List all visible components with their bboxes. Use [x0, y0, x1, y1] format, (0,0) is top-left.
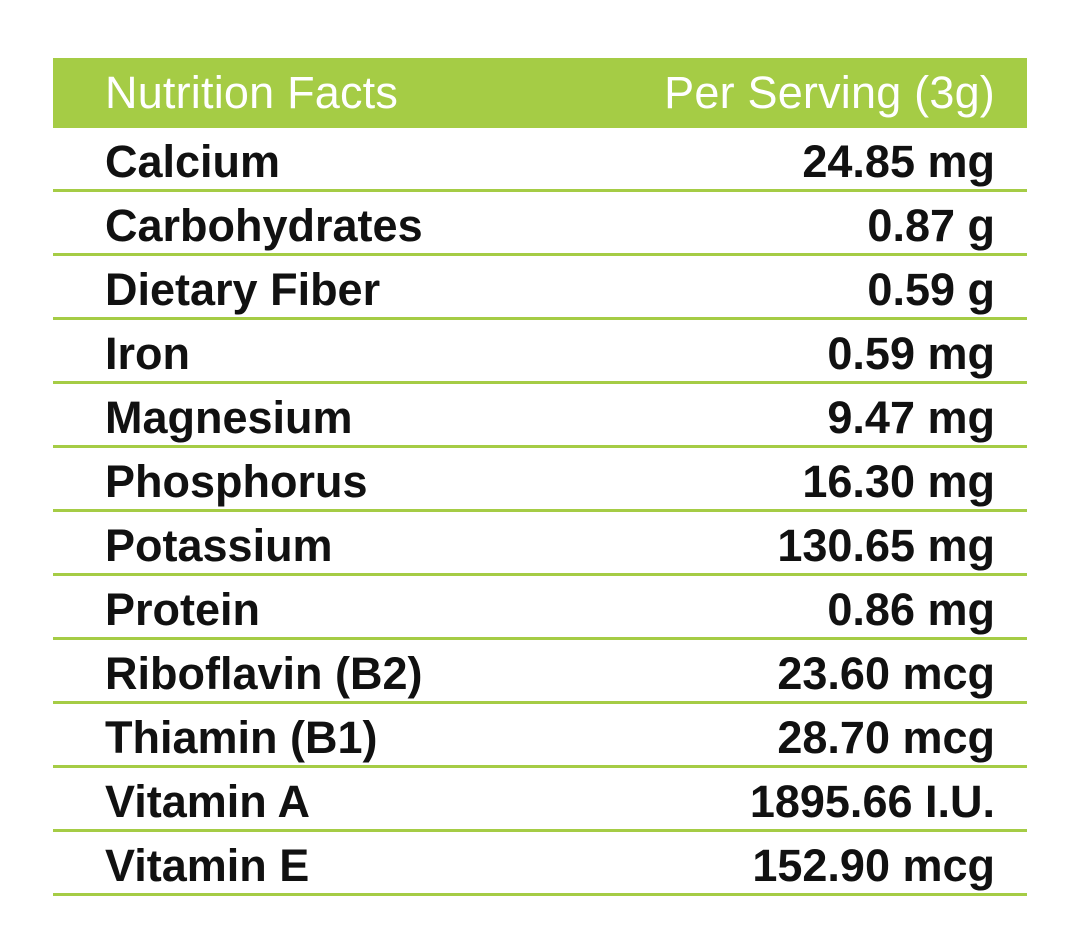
nutrient-name: Vitamin E	[105, 840, 310, 891]
nutrient-value: 0.87 g	[867, 200, 995, 251]
nutrient-value: 9.47 mg	[827, 392, 995, 443]
table-row: Carbohydrates 0.87 g	[53, 192, 1027, 256]
header-serving: Per Serving (3g)	[664, 67, 995, 118]
nutrient-name: Protein	[105, 584, 261, 635]
nutrient-value: 0.86 mg	[827, 584, 995, 635]
nutrient-name: Potassium	[105, 520, 333, 571]
nutrient-value: 24.85 mg	[802, 136, 995, 187]
header-title: Nutrition Facts	[105, 67, 399, 118]
table-row: Thiamin (B1) 28.70 mcg	[53, 704, 1027, 768]
table-row: Protein 0.86 mg	[53, 576, 1027, 640]
nutrient-name: Thiamin (B1)	[105, 712, 378, 763]
nutrient-name: Carbohydrates	[105, 200, 423, 251]
table-header: Nutrition Facts Per Serving (3g)	[53, 58, 1027, 128]
nutrition-table: Nutrition Facts Per Serving (3g) Calcium…	[53, 58, 1027, 896]
table-row: Riboflavin (B2) 23.60 mcg	[53, 640, 1027, 704]
table-row: Vitamin E 152.90 mcg	[53, 832, 1027, 896]
nutrient-value: 0.59 mg	[827, 328, 995, 379]
nutrient-name: Calcium	[105, 136, 281, 187]
table-row: Iron 0.59 mg	[53, 320, 1027, 384]
nutrient-value: 152.90 mcg	[752, 840, 995, 891]
table-row: Potassium 130.65 mg	[53, 512, 1027, 576]
nutrient-value: 130.65 mg	[777, 520, 995, 571]
nutrient-value: 28.70 mcg	[777, 712, 995, 763]
table-row: Dietary Fiber 0.59 g	[53, 256, 1027, 320]
table-row: Calcium 24.85 mg	[53, 128, 1027, 192]
nutrient-value: 0.59 g	[867, 264, 995, 315]
nutrient-name: Iron	[105, 328, 190, 379]
nutrient-name: Magnesium	[105, 392, 353, 443]
nutrient-rows: Calcium 24.85 mg Carbohydrates 0.87 g Dietar…	[53, 128, 1027, 896]
table-row: Phosphorus 16.30 mg	[53, 448, 1027, 512]
nutrient-name: Phosphorus	[105, 456, 368, 507]
nutrient-value: 1895.66 I.U.	[749, 776, 995, 827]
nutrient-value: 16.30 mg	[802, 456, 995, 507]
nutrient-name: Vitamin A	[105, 776, 311, 827]
nutrient-name: Riboflavin (B2)	[105, 648, 423, 699]
table-row: Magnesium 9.47 mg	[53, 384, 1027, 448]
nutrient-name: Dietary Fiber	[105, 264, 381, 315]
table-row: Vitamin A 1895.66 I.U.	[53, 768, 1027, 832]
nutrient-value: 23.60 mcg	[777, 648, 995, 699]
